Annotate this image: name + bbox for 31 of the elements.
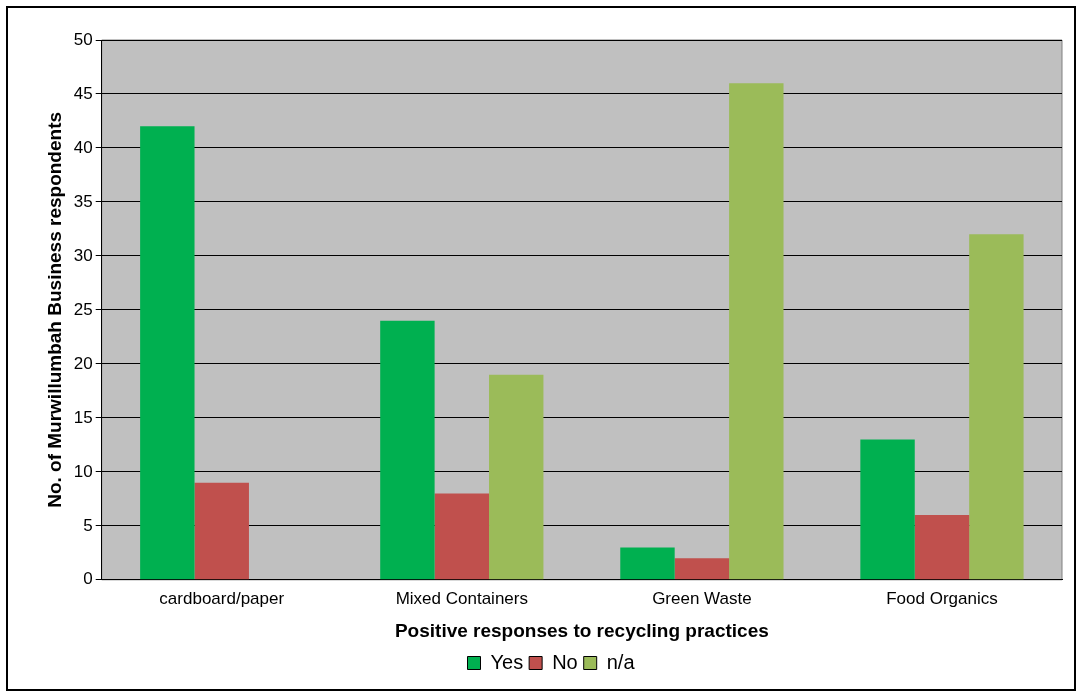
y-tick-label: 50: [73, 29, 93, 49]
y-tick-label: 35: [73, 191, 93, 211]
bar: [489, 374, 544, 580]
y-tick-label: 25: [73, 299, 93, 319]
bar: [914, 515, 970, 580]
x-tick-label: Green Waste: [652, 588, 752, 608]
x-tick-label: Mixed Containers: [395, 588, 528, 608]
x-tick-label: cardboard/paper: [159, 588, 285, 608]
bar: [860, 439, 915, 580]
y-axis-title: No. of Murwillumbah Business respondents: [43, 111, 65, 508]
bar: [140, 126, 195, 580]
bar: [729, 83, 784, 580]
x-axis-title: Positive responses to recycling practices: [394, 619, 769, 641]
legend-label: Yes: [490, 650, 524, 673]
bar: [674, 558, 730, 580]
bar: [969, 234, 1024, 580]
bar: [194, 482, 249, 580]
bar: [620, 547, 675, 580]
y-tick-label: 0: [83, 569, 93, 589]
y-tick-label: 5: [83, 515, 93, 535]
y-tick-label: 15: [73, 407, 93, 427]
legend-label: n/a: [606, 650, 636, 673]
y-tick-label: 40: [73, 137, 93, 157]
legend-label: No: [552, 650, 578, 673]
y-tick-label: 20: [73, 353, 93, 373]
bar: [380, 320, 435, 580]
y-tick-label: 30: [73, 245, 93, 265]
y-tick-label: 10: [73, 461, 93, 481]
bar: [434, 493, 490, 580]
y-tick-label: 45: [73, 83, 93, 103]
x-tick-label: Food Organics: [886, 588, 998, 608]
